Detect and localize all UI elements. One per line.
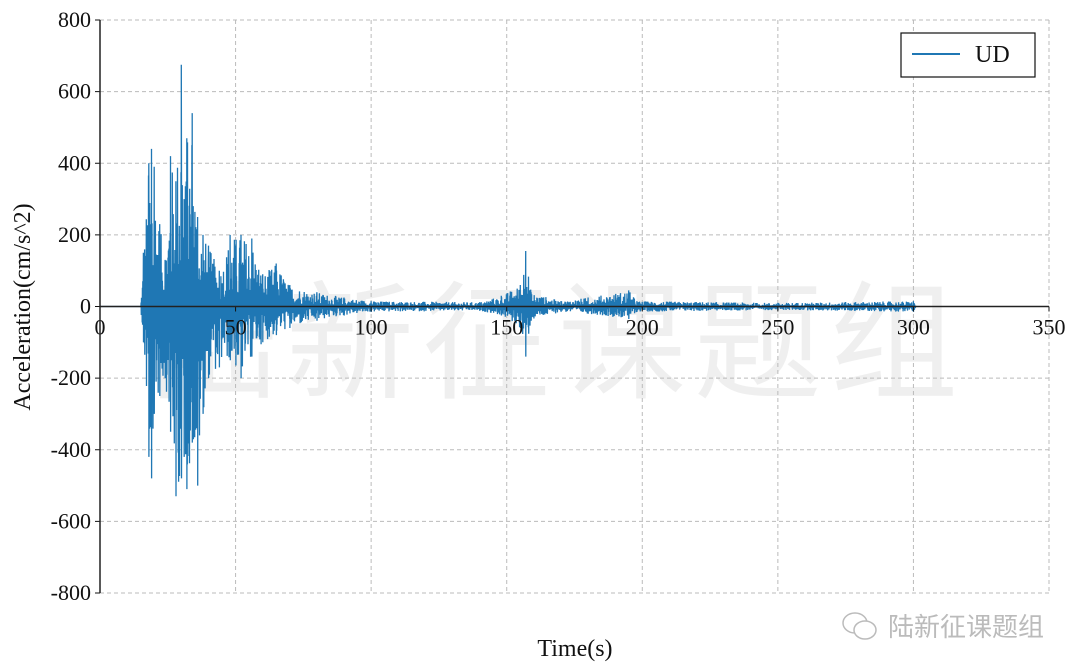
grid bbox=[100, 19, 1050, 594]
x-tick-label: 250 bbox=[761, 315, 794, 340]
y-tick-label: 0 bbox=[80, 294, 91, 319]
y-tick-label: 400 bbox=[58, 150, 91, 175]
y-tick-label: 800 bbox=[58, 7, 91, 32]
y-tick-label: -600 bbox=[51, 508, 91, 533]
y-tick-label: -200 bbox=[51, 365, 91, 390]
brand: 陆新征课题组 bbox=[840, 607, 1044, 644]
axes: 0501001502002503003508006004002000-200-4… bbox=[51, 7, 1066, 605]
x-tick-label: 150 bbox=[490, 315, 523, 340]
y-tick-label: -400 bbox=[51, 437, 91, 462]
series-line-ud bbox=[100, 64, 917, 497]
x-axis-label: Time(s) bbox=[537, 636, 612, 662]
x-tick-label: 100 bbox=[355, 315, 388, 340]
x-tick-label: 300 bbox=[897, 315, 930, 340]
y-tick-label: 600 bbox=[58, 79, 91, 104]
x-tick-label: 350 bbox=[1033, 315, 1066, 340]
y-tick-label: 200 bbox=[58, 222, 91, 247]
y-tick-label: -800 bbox=[51, 580, 91, 605]
series-ud bbox=[100, 64, 917, 497]
x-tick-label: 200 bbox=[626, 315, 659, 340]
x-tick-label: 50 bbox=[225, 315, 247, 340]
legend-label-ud: UD bbox=[975, 42, 1010, 68]
wechat-icon bbox=[842, 611, 877, 640]
brand-text: 陆新征课题组 bbox=[888, 613, 1045, 643]
legend: UD bbox=[900, 32, 1036, 78]
y-axis-label: Acceleration(cm/s^2) bbox=[10, 203, 36, 410]
